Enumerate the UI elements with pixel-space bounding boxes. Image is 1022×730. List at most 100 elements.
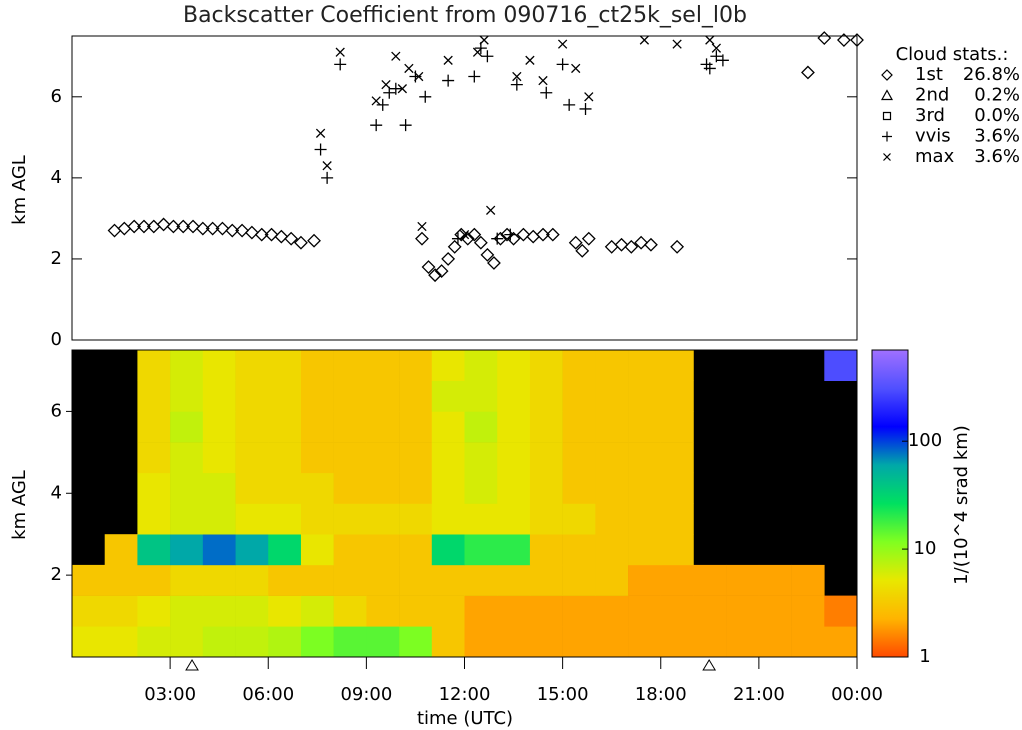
- heatmap-cell: [628, 442, 662, 474]
- data-point: [391, 51, 401, 61]
- legend-symbol: [882, 131, 892, 142]
- heatmap-cell: [562, 350, 596, 381]
- heatmap-cell: [268, 472, 302, 504]
- heatmap-cell: [628, 564, 662, 596]
- heatmap-cell: [431, 380, 465, 412]
- heatmap-cell: [300, 350, 334, 381]
- data-point: [493, 231, 508, 246]
- heatmap-cell: [300, 534, 334, 566]
- heatmap-cell: [562, 411, 596, 443]
- heatmap-cell: [529, 380, 563, 412]
- data-point: [836, 33, 851, 47]
- data-point: [417, 221, 427, 232]
- heatmap-cell: [137, 380, 171, 412]
- heatmap-cell: [170, 380, 204, 412]
- heatmap-cell: [758, 626, 792, 658]
- heatmap-cell: [464, 442, 498, 474]
- heatmap-cell: [202, 595, 236, 627]
- data-point: [205, 221, 220, 236]
- heatmap-cell: [300, 472, 334, 504]
- data-point: [137, 219, 151, 234]
- data-point: [459, 229, 470, 240]
- heatmap-cell: [791, 626, 825, 658]
- data-point: [545, 227, 560, 242]
- data-point: [491, 232, 504, 245]
- heatmap-cell: [137, 350, 171, 381]
- heatmap-cell: [431, 442, 465, 474]
- x-axis-label: time (UTC): [417, 708, 513, 729]
- heatmap-cell: [497, 564, 531, 596]
- heatmap-cell: [628, 472, 662, 504]
- heatmap-cell: [660, 472, 694, 504]
- heatmap-cell: [268, 534, 302, 566]
- heatmap-cell: [562, 472, 596, 504]
- heatmap-cell: [202, 442, 236, 474]
- data-point: [568, 235, 583, 250]
- plot-frame: [71, 35, 858, 341]
- heatmap-cell: [529, 595, 563, 627]
- heatmap-cell: [660, 442, 694, 474]
- heatmap-cell: [366, 564, 400, 596]
- data-point: [274, 229, 289, 244]
- heatmap-cell: [137, 595, 171, 627]
- data-point: [672, 39, 682, 49]
- heatmap-cell: [431, 350, 465, 381]
- heatmap-cell: [431, 503, 465, 535]
- y-tick-label: 0: [51, 329, 62, 350]
- heatmap-cell: [366, 472, 400, 504]
- heatmap-cell: [235, 534, 269, 566]
- data-point: [428, 268, 442, 283]
- heatmap-cell: [399, 380, 433, 412]
- heatmap-cell: [628, 350, 662, 381]
- event-marker: [702, 659, 717, 671]
- data-point: [127, 219, 142, 234]
- heatmap-cell: [366, 534, 400, 566]
- heatmap-cell: [366, 626, 400, 658]
- heatmap-cell: [366, 411, 400, 443]
- heatmap-cell: [333, 442, 367, 474]
- data-point: [415, 231, 429, 246]
- heatmap-cell: [170, 442, 204, 474]
- heatmap-cell: [562, 595, 596, 627]
- heatmap-cell: [399, 411, 433, 443]
- heatmap-cell: [693, 626, 727, 658]
- data-point: [389, 82, 402, 95]
- heatmap-cell: [431, 564, 465, 596]
- data-point: [284, 231, 299, 246]
- heatmap-cell: [300, 564, 334, 596]
- legend-label: 3rd: [915, 105, 945, 126]
- legend-label: 2nd: [915, 85, 949, 106]
- heatmap-cell: [170, 534, 204, 566]
- data-point: [710, 50, 723, 63]
- heatmap-cell: [399, 472, 433, 504]
- data-point: [468, 70, 481, 83]
- heatmap-cell: [758, 564, 792, 596]
- data-point: [670, 239, 685, 254]
- data-point: [447, 239, 462, 254]
- heatmap-cell: [660, 595, 694, 627]
- data-point: [480, 247, 495, 262]
- heatmap-cell: [399, 564, 433, 596]
- data-point: [540, 86, 553, 99]
- heatmap-cell: [399, 503, 433, 535]
- data-point: [579, 102, 592, 115]
- heatmap-cell: [333, 595, 367, 627]
- heatmap-cell: [202, 626, 236, 658]
- data-point: [414, 71, 424, 82]
- heatmap-cell: [300, 380, 334, 412]
- heatmap-cell: [268, 350, 302, 381]
- heatmap-cell: [660, 411, 694, 443]
- y-tick-label: 2: [51, 564, 62, 585]
- heatmap-cell: [431, 626, 465, 658]
- data-point: [334, 58, 347, 71]
- legend-stat: 0.0%: [974, 105, 1020, 126]
- heatmap-cell: [595, 442, 629, 474]
- data-point: [512, 71, 522, 82]
- heatmap-cell: [431, 595, 465, 627]
- data-point: [166, 219, 181, 234]
- heatmap-cell: [170, 595, 204, 627]
- heatmap-cell: [497, 442, 531, 474]
- legend-title: Cloud stats.:: [896, 44, 1009, 65]
- heatmap-cell: [399, 595, 433, 627]
- data-point: [506, 231, 521, 246]
